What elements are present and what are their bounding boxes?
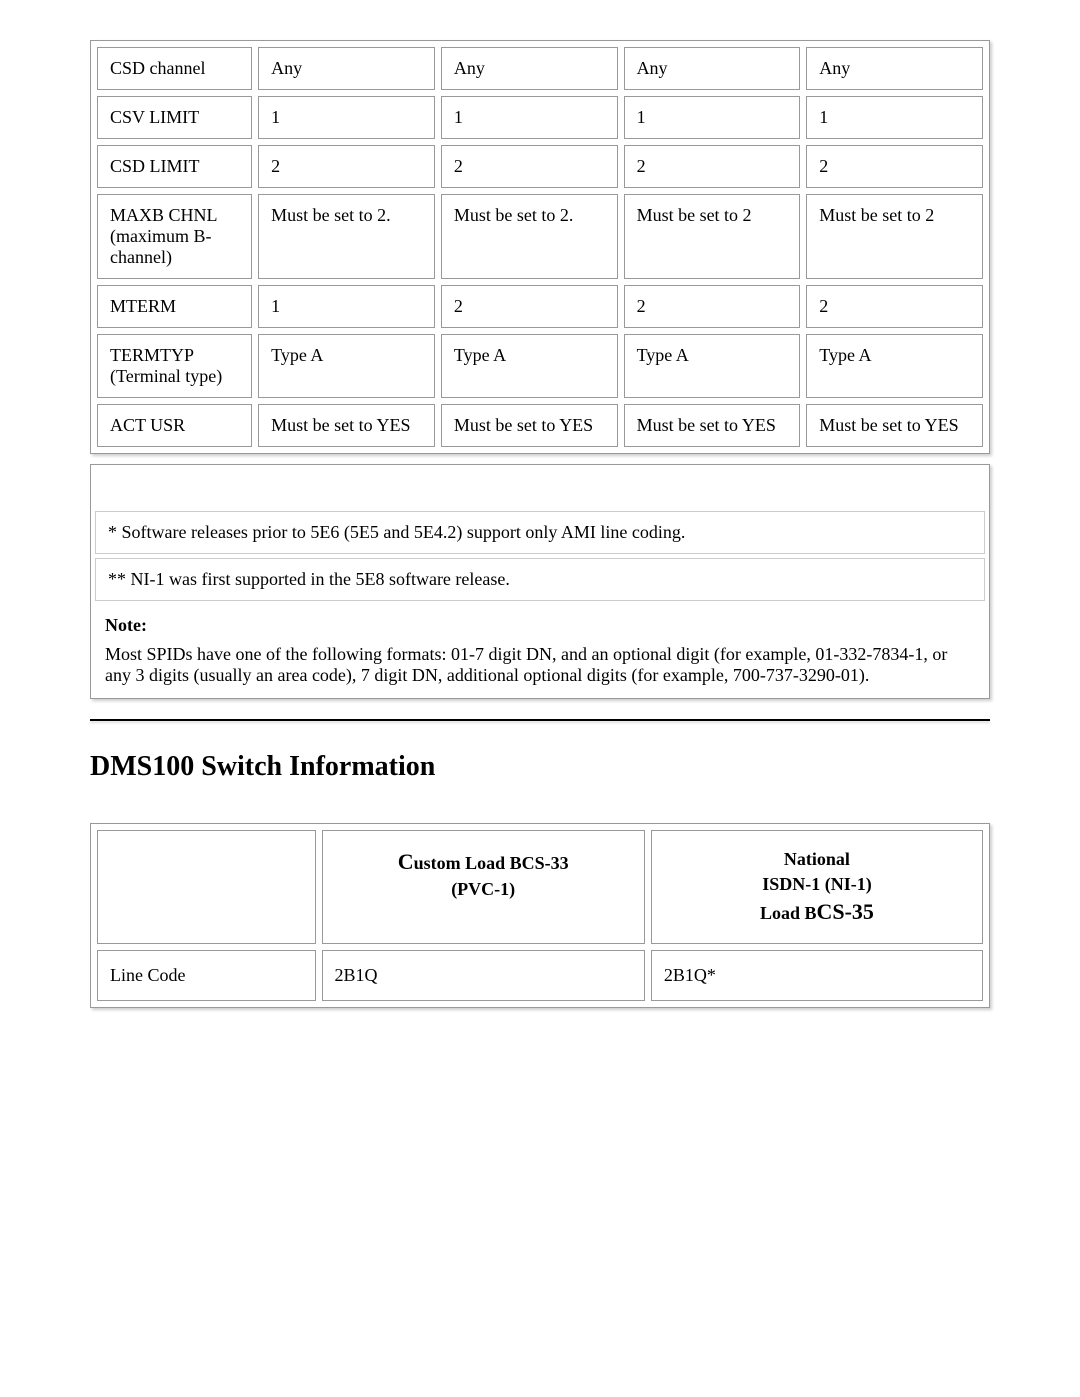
value-cell: Any (441, 47, 618, 90)
value-cell: Must be set to YES (258, 404, 435, 447)
value-cell: Any (624, 47, 801, 90)
dms-h2-l3a: Load B (760, 903, 817, 923)
value-cell: Must be set to 2 (624, 194, 801, 279)
dms-h2-l3b: CS-35 (816, 899, 873, 924)
value-cell: Type A (441, 334, 618, 398)
param-cell: MTERM (97, 285, 252, 328)
value-cell: 2 (624, 145, 801, 188)
value-cell: 1 (806, 96, 983, 139)
footnote-2: ** NI-1 was first supported in the 5E8 s… (95, 558, 985, 601)
value-cell: Any (806, 47, 983, 90)
value-cell: 2 (806, 285, 983, 328)
value-cell: Must be set to 2 (806, 194, 983, 279)
value-cell: Must be set to 2. (258, 194, 435, 279)
value-cell: Type A (258, 334, 435, 398)
value-cell: Must be set to YES (441, 404, 618, 447)
section-divider (90, 719, 990, 721)
param-cell: TERMTYP (Terminal type) (97, 334, 252, 398)
value-cell: 2 (806, 145, 983, 188)
dms-h1-l2: (PVC-1) (335, 879, 632, 900)
note-block: Note: Most SPIDs have one of the followi… (93, 605, 987, 696)
value-cell: 2 (441, 145, 618, 188)
dms-r1-param: Line Code (97, 950, 316, 1001)
value-cell: 2 (441, 285, 618, 328)
dms-h1-l1: ustom Load BCS-33 (414, 853, 569, 873)
note-text: Most SPIDs have one of the following for… (105, 644, 947, 685)
parameters-table: CSD channelAnyAnyAnyAnyCSV LIMIT1111CSD … (90, 40, 990, 454)
value-cell: Type A (806, 334, 983, 398)
dms-r1-c2: 2B1Q* (651, 950, 983, 1001)
dms-heading: DMS100 Switch Information (90, 751, 990, 783)
dms-h2-l2: ISDN-1 (NI-1) (664, 874, 970, 895)
footnotes-box: * Software releases prior to 5E6 (5E5 an… (90, 464, 990, 699)
value-cell: 2 (258, 145, 435, 188)
param-cell: CSD channel (97, 47, 252, 90)
value-cell: Must be set to YES (624, 404, 801, 447)
value-cell: Must be set to YES (806, 404, 983, 447)
param-cell: ACT USR (97, 404, 252, 447)
value-cell: 1 (258, 285, 435, 328)
value-cell: 1 (258, 96, 435, 139)
param-cell: MAXB CHNL (maximum B-channel) (97, 194, 252, 279)
note-label: Note: (105, 615, 147, 635)
param-cell: CSD LIMIT (97, 145, 252, 188)
value-cell: 1 (624, 96, 801, 139)
dms-r1-c1: 2B1Q (322, 950, 645, 1001)
value-cell: Any (258, 47, 435, 90)
param-cell: CSV LIMIT (97, 96, 252, 139)
value-cell: Must be set to 2. (441, 194, 618, 279)
value-cell: 2 (624, 285, 801, 328)
footnote-1: * Software releases prior to 5E6 (5E5 an… (95, 511, 985, 554)
value-cell: Type A (624, 334, 801, 398)
dms-h2-l1: National (664, 849, 970, 870)
value-cell: 1 (441, 96, 618, 139)
dms-h1-l1a: C (398, 849, 414, 874)
dms-table: Custom Load BCS-33 (PVC-1) National ISDN… (90, 823, 990, 1008)
